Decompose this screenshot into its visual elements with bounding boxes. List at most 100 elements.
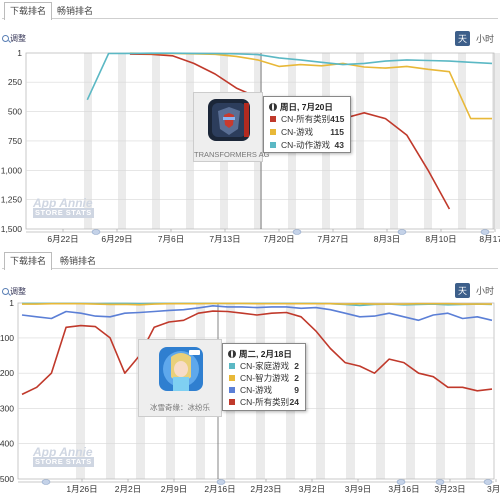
legend-swatch (229, 387, 235, 393)
zoom-adjust[interactable]: 调整 (2, 286, 26, 297)
legend-swatch (270, 142, 276, 148)
legend-swatch (229, 363, 235, 369)
y-tick-label: 200 (0, 368, 14, 378)
tooltip-row: CN-家庭游戏 2 (223, 360, 299, 372)
y-tick-label: 300 (0, 403, 14, 413)
tooltip-row: CN-智力游戏 2 (223, 372, 299, 384)
tooltip-label: CN-所有类别 (281, 114, 331, 124)
series-line (22, 302, 492, 306)
x-tick-label: 7月20日 (263, 234, 294, 244)
weekend-band (492, 53, 500, 229)
bottom-ranking-panel: 下载排名 畅销排名 调整 天 小时 1 100 200 300 400 500 1月26日 2… (0, 250, 500, 498)
app-name: TRANSFORMERS AG (194, 150, 270, 159)
y-tick-label: 100 (0, 333, 14, 343)
tooltip-value: 415 (330, 114, 345, 124)
x-tick-label: 3月9日 (345, 484, 371, 494)
navigator-handle (292, 229, 302, 235)
app-annie-watermark: App Annie STORE STATS (33, 196, 94, 218)
transformers-app-card[interactable]: TRANSFORMERS AG (193, 92, 270, 162)
x-tick-label: 2月2日 (115, 484, 141, 494)
navigator-handle (396, 479, 406, 485)
frozen-app-card[interactable]: 冰雪奇缘：冰纷乐 (138, 339, 222, 417)
x-tick-label: 3月2日 (299, 484, 325, 494)
weekend-band (466, 303, 475, 479)
legend-swatch (270, 116, 276, 122)
bottom-tabs: 下载排名 畅销排名 (2, 252, 498, 270)
y-tick-label: 750 (8, 136, 22, 146)
x-tick-label: 2月9日 (161, 484, 187, 494)
tooltip-label: CN-游戏 (240, 385, 273, 395)
tooltip-date: 周日, 7月20日 (280, 102, 333, 112)
legend-swatch (270, 129, 276, 135)
y-tick-label: 1,500 (1, 224, 23, 234)
weekend-band (376, 303, 385, 479)
x-tick-label: 3月16日 (388, 484, 419, 494)
weekend-band (316, 303, 325, 479)
x-tick-label: 3月23日 (434, 484, 465, 494)
tooltip-value: 24 (289, 397, 299, 407)
day-button[interactable]: 天 (454, 283, 470, 298)
x-tick-label: 8月17日 (479, 234, 500, 244)
navigator-handle (483, 479, 493, 485)
tooltip-row: CN-游戏 115 (264, 126, 344, 138)
tab-grossing-rank[interactable]: 畅销排名 (57, 6, 94, 16)
navigator-handle (91, 229, 101, 235)
top-tabs: 下载排名 畅销排名 (2, 2, 498, 20)
tooltip-value: 43 (334, 140, 344, 150)
app-annie-watermark: App Annie STORE STATS (33, 445, 94, 467)
navigator-handle (480, 229, 490, 235)
tooltip-value: 2 (294, 373, 299, 383)
x-tick-label: 8月3日 (374, 234, 400, 244)
day-button[interactable]: 天 (454, 31, 470, 46)
tooltip-header: 周二, 2月18日 (228, 348, 292, 360)
frozen-free-fall-app-icon (159, 347, 203, 391)
series-line (21, 310, 493, 396)
tooltip-header: 周日, 7月20日 (269, 101, 333, 113)
app-name: 冰雪奇缘：冰纷乐 (150, 403, 210, 412)
granularity-toggle: 天 小时 (454, 283, 494, 298)
x-tick-label: 3月3 (487, 484, 500, 494)
tooltip-row: CN-所有类别 415 (264, 113, 344, 125)
hour-button[interactable]: 小时 (475, 286, 494, 296)
tooltip-label: CN-游戏 (281, 127, 314, 137)
tooltip-value: 115 (330, 127, 344, 137)
y-tick-label: 500 (0, 474, 14, 484)
zoom-adjust[interactable]: 调整 (2, 33, 26, 44)
y-tick-label: 1,000 (1, 165, 23, 175)
navigator-handle (435, 479, 445, 485)
tooltip-row: CN-动作游戏 43 (264, 139, 344, 151)
x-tick-label: 2月23日 (250, 484, 281, 494)
tab-download-rank[interactable]: 下载排名 (4, 2, 53, 20)
series-line (86, 52, 493, 101)
x-tick-label: 1月26日 (66, 484, 97, 494)
y-tick-label: 1,250 (1, 195, 23, 205)
x-tick-label: 8月10日 (425, 234, 456, 244)
globe-icon (228, 350, 236, 358)
x-tick-label: 7月13日 (209, 234, 240, 244)
magnifier-icon (2, 288, 9, 295)
navigator-handle (216, 479, 226, 485)
globe-icon (269, 103, 277, 111)
navigator-handle (41, 479, 51, 485)
zoom-label: 调整 (10, 287, 26, 296)
tooltip-row: CN-所有类别 24 (223, 396, 299, 408)
transformers-app-icon (208, 99, 250, 141)
watermark-subtitle: STORE STATS (33, 457, 94, 467)
x-tick-label: 6月29日 (101, 234, 132, 244)
zoom-label: 调整 (10, 34, 26, 43)
weekend-band (436, 303, 445, 479)
watermark-title: App Annie (33, 196, 93, 210)
watermark-title: App Annie (33, 445, 93, 459)
x-tick-label: 6月22日 (47, 234, 78, 244)
tab-download-rank[interactable]: 下载排名 (4, 252, 53, 270)
y-tick-label: 500 (8, 107, 22, 117)
y-tick-label: 1 (9, 298, 14, 308)
x-tick-label: 7月6日 (158, 234, 184, 244)
legend-swatch (229, 375, 235, 381)
hour-button[interactable]: 小时 (475, 34, 494, 44)
x-tick-label: 7月27日 (317, 234, 348, 244)
tab-grossing-rank[interactable]: 畅销排名 (60, 256, 97, 266)
tooltip-row: CN-游戏 9 (223, 384, 299, 396)
weekend-band (406, 303, 415, 479)
top-ranking-panel: 下载排名 畅销排名 调整 天 小时 1 250 500 750 1,000 1,250 1,… (0, 0, 500, 248)
